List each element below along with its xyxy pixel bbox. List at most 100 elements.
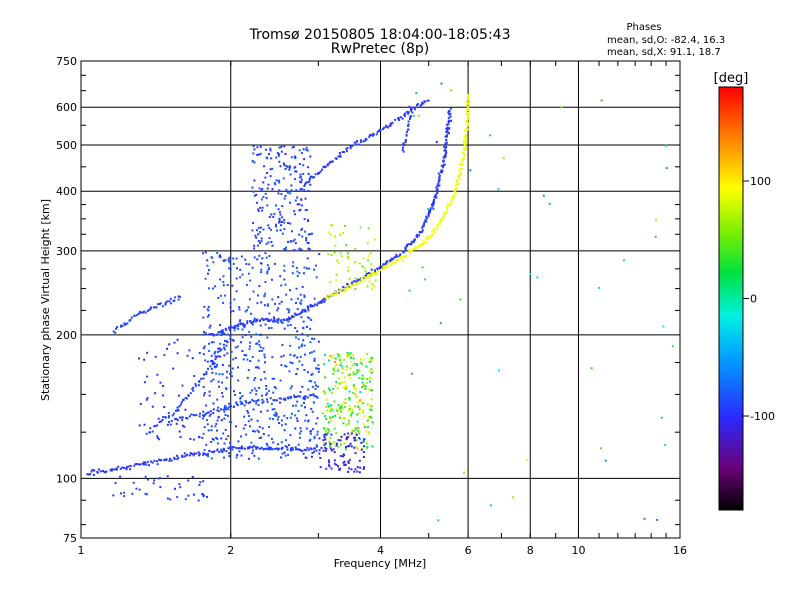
echo-point [385, 124, 388, 127]
echo-point [259, 152, 262, 155]
echo-point [240, 445, 243, 448]
echo-point [326, 402, 329, 405]
echo-point [251, 266, 254, 269]
echo-point [214, 425, 217, 428]
echo-point [366, 378, 369, 381]
echo-point [266, 409, 269, 412]
echo-point [410, 107, 413, 110]
echo-point [235, 277, 238, 280]
echo-point [441, 169, 444, 172]
echo-point [249, 320, 251, 323]
echo-point [219, 294, 222, 297]
echo-point [261, 394, 263, 397]
echo-point [216, 363, 219, 366]
echo-point [353, 439, 356, 442]
echo-point [362, 440, 365, 443]
echo-point [418, 244, 421, 247]
echo-point [185, 416, 188, 419]
echo-point [415, 92, 418, 95]
echo-point [336, 352, 339, 355]
echo-point [299, 293, 302, 296]
echo-point [366, 445, 369, 448]
echo-point [295, 448, 298, 451]
echo-point [179, 403, 182, 406]
echo-point [238, 320, 241, 323]
echo-point [275, 413, 278, 416]
echo-point [176, 406, 179, 409]
echo-point [269, 397, 272, 400]
echo-point [277, 321, 279, 324]
echo-point [598, 286, 600, 289]
echo-point [283, 429, 286, 432]
echo-point [246, 410, 249, 412]
echo-point [189, 392, 192, 395]
echo-point [255, 236, 258, 239]
echo-point [279, 213, 282, 216]
echo-point [204, 277, 207, 280]
echo-point [310, 351, 313, 354]
echo-point [313, 176, 316, 179]
echo-point [311, 410, 314, 413]
echo-point [427, 207, 429, 210]
echo-point [266, 204, 269, 207]
echo-point [283, 164, 286, 167]
echo-point [435, 186, 438, 189]
echo-point [356, 364, 358, 367]
echo-point [117, 465, 120, 468]
echo-point [198, 454, 201, 457]
echo-point [424, 100, 427, 103]
echo-point [195, 384, 198, 387]
echo-point [126, 322, 129, 325]
echo-point [347, 269, 350, 272]
echo-point [349, 413, 352, 416]
echo-point [102, 470, 104, 472]
echo-point [294, 427, 297, 430]
echo-point [203, 448, 206, 451]
echo-point [358, 143, 361, 146]
echo-point [465, 135, 468, 138]
echo-point [315, 449, 318, 452]
y-tick-label: 750 [56, 55, 77, 68]
echo-point [217, 442, 219, 445]
echo-point [255, 447, 258, 450]
echo-point [436, 224, 439, 227]
echo-point [247, 411, 250, 414]
echo-point [278, 422, 281, 424]
echo-point [139, 310, 142, 313]
echo-point [276, 318, 279, 321]
echo-point [322, 441, 325, 444]
echo-point [230, 375, 233, 378]
echo-point [305, 146, 308, 149]
echo-point [221, 329, 224, 332]
echo-point [155, 306, 158, 309]
echo-point [233, 329, 236, 332]
echo-point [252, 444, 255, 447]
echo-point [333, 441, 336, 444]
echo-point [354, 287, 357, 290]
echo-point [350, 356, 352, 359]
echo-point [370, 404, 373, 407]
echo-point [252, 290, 255, 293]
echo-point [305, 325, 308, 328]
echo-point [348, 373, 351, 376]
echo-point [324, 392, 327, 395]
echo-point [154, 392, 157, 395]
echo-point [198, 452, 201, 455]
echo-point [202, 480, 205, 483]
echo-point [228, 402, 231, 405]
echo-point [438, 176, 441, 179]
echo-point [207, 314, 210, 317]
echo-point [421, 229, 424, 232]
echo-point [294, 170, 297, 173]
echo-point [341, 289, 344, 292]
echo-point [246, 320, 249, 323]
echo-point [320, 446, 323, 449]
echo-point [133, 464, 136, 467]
echo-point [266, 270, 269, 273]
echo-point [655, 218, 657, 221]
echo-point [295, 266, 298, 269]
echo-point [296, 400, 299, 403]
echo-point [301, 310, 304, 313]
echo-point [446, 135, 448, 138]
echo-point [211, 371, 214, 374]
